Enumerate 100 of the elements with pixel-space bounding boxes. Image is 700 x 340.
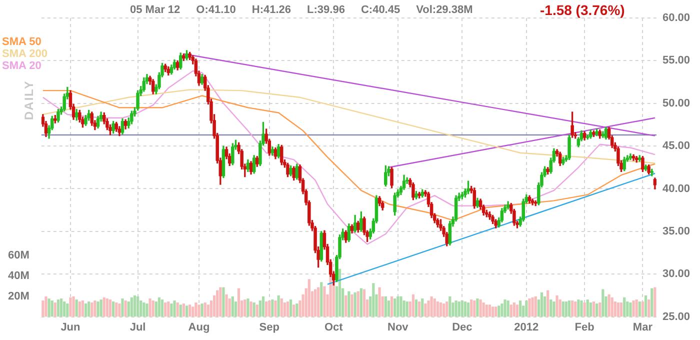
bar <box>292 304 296 317</box>
bar <box>623 297 626 317</box>
bar <box>644 295 648 317</box>
bar <box>635 299 638 317</box>
bar <box>277 295 280 317</box>
bar <box>271 299 274 317</box>
bar <box>182 304 185 317</box>
bar <box>577 299 580 317</box>
bar <box>466 302 470 317</box>
bar <box>491 306 494 317</box>
bar <box>580 300 583 317</box>
bar <box>296 304 298 317</box>
bar <box>648 299 650 317</box>
bar <box>414 299 418 317</box>
bar <box>446 302 448 317</box>
bar <box>354 292 356 317</box>
bar <box>54 302 56 317</box>
bar <box>188 304 192 317</box>
bar <box>344 295 348 317</box>
bar <box>430 296 433 317</box>
bar <box>136 296 140 317</box>
bar <box>464 302 467 317</box>
x-tick-label: Feb <box>574 321 595 334</box>
bar <box>562 302 564 317</box>
x-tick-label: Aug <box>188 321 210 334</box>
bar <box>262 296 265 317</box>
bar <box>154 302 158 317</box>
bar <box>583 302 586 317</box>
y-tick-label: 60.00 <box>662 12 690 24</box>
y-tick-label: 35.00 <box>662 225 690 238</box>
bar <box>556 295 558 317</box>
y-tick-label: 40.00 <box>662 182 690 195</box>
bar <box>506 300 510 317</box>
bar <box>48 298 50 317</box>
bar <box>250 302 252 317</box>
bar <box>90 302 94 317</box>
bar <box>458 302 460 317</box>
bar <box>179 304 182 317</box>
bar <box>69 297 72 317</box>
bar <box>206 304 210 317</box>
bar <box>543 296 546 317</box>
bar <box>314 289 317 317</box>
bar <box>222 287 225 317</box>
bar <box>494 306 498 317</box>
bar <box>167 302 170 317</box>
y-tick-label: 25.00 <box>662 310 690 323</box>
bar <box>106 298 108 317</box>
bar <box>320 282 323 317</box>
bar <box>265 302 268 317</box>
bar <box>402 300 406 317</box>
bar <box>108 299 112 317</box>
bar <box>42 300 44 317</box>
bar <box>546 290 550 317</box>
bar <box>638 302 641 317</box>
bar <box>194 302 198 317</box>
bar <box>574 302 577 317</box>
x-tick-label: 2012 <box>514 321 539 334</box>
bar <box>63 302 66 317</box>
bar <box>121 298 124 317</box>
bar <box>252 302 256 317</box>
bar <box>610 297 614 317</box>
bar <box>115 302 118 317</box>
bar <box>173 300 176 317</box>
bar <box>519 300 522 317</box>
bar <box>127 302 130 317</box>
bar <box>512 302 516 317</box>
bar <box>418 302 421 317</box>
bar <box>378 287 381 317</box>
bar <box>75 299 78 317</box>
bar <box>185 306 188 317</box>
bar <box>654 287 656 317</box>
bar <box>152 300 154 317</box>
bar <box>598 302 602 317</box>
bar <box>390 296 394 317</box>
x-tick-label: Dec <box>452 321 472 334</box>
bar <box>482 302 485 317</box>
bar <box>216 290 219 317</box>
bar <box>650 288 654 317</box>
y-tick-label: 30.00 <box>662 268 690 280</box>
bar <box>94 300 96 317</box>
bar <box>44 296 48 317</box>
bar <box>274 300 277 317</box>
text: H:41.26 <box>252 4 292 16</box>
bar <box>596 304 598 317</box>
bar <box>170 304 173 317</box>
bar <box>470 299 473 317</box>
text: SMA 50 <box>2 36 42 48</box>
y-tick-label: 50.00 <box>662 97 690 110</box>
bar <box>146 304 148 317</box>
text: O:41.10 <box>196 4 236 16</box>
bar <box>552 302 556 317</box>
bar <box>231 296 234 317</box>
bar <box>571 300 574 317</box>
bar <box>88 302 90 317</box>
x-tick-label: Jun <box>60 321 81 334</box>
bar <box>283 302 286 317</box>
bar <box>626 302 629 317</box>
bar <box>436 302 439 317</box>
text: L:39.96 <box>307 4 345 16</box>
bar <box>372 283 375 317</box>
